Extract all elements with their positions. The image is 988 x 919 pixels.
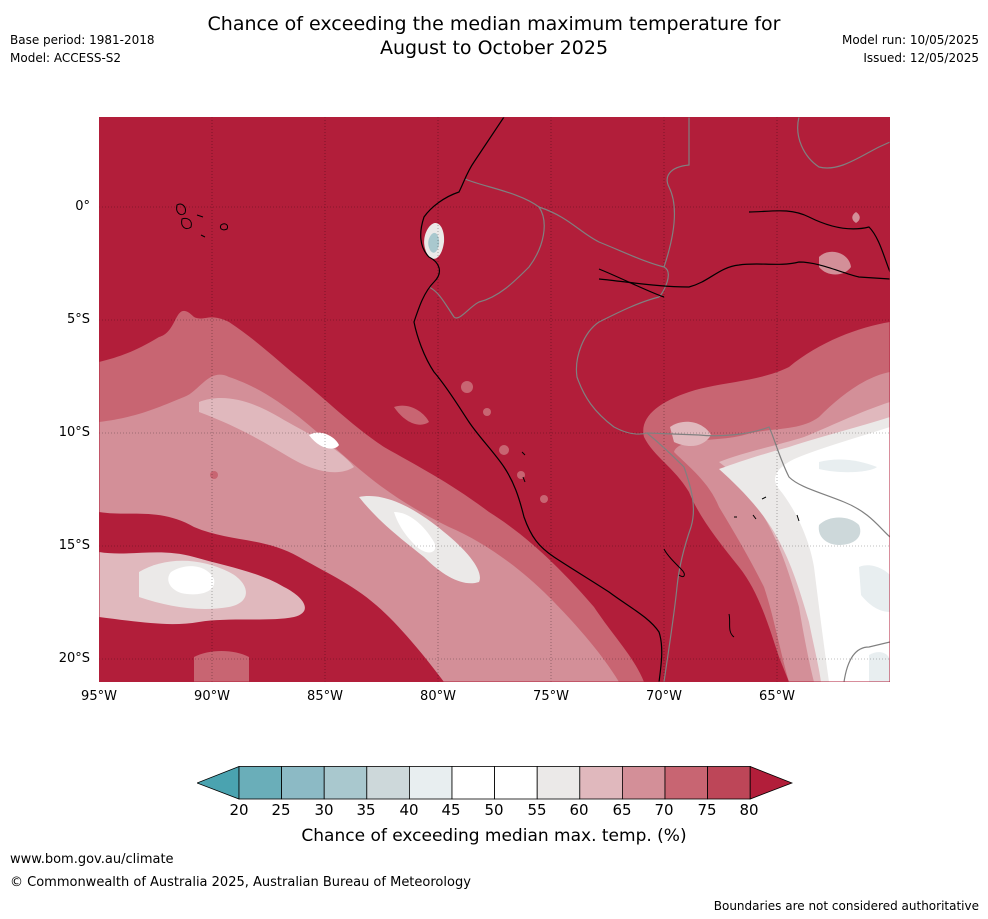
model-run: Model run: 10/05/2025: [841, 33, 979, 47]
colorbar-cell-75_80: [707, 766, 751, 800]
colorbar-extend-low: [197, 766, 240, 800]
coastline: [413, 117, 890, 682]
lon-label-70w: 70°W: [646, 689, 682, 704]
colorbar-cell-35_40: [366, 766, 410, 800]
colorbar-cell-60_65: [579, 766, 623, 800]
base-period: Base period: 1981-2018: [10, 33, 155, 47]
colorbar-tick-20: 20: [229, 801, 249, 819]
colorbar-cell-20_25: [238, 766, 282, 800]
colorbar-tick-40: 40: [399, 801, 419, 819]
footer-note: Boundaries are not considered authoritat…: [713, 899, 979, 913]
lat-label-0: 0°: [75, 199, 90, 214]
footer-copyright: © Commonwealth of Australia 2025, Austra…: [10, 875, 471, 890]
colorbar-cell-70_75: [664, 766, 708, 800]
map-area: [99, 117, 890, 682]
ocean-cool-tongue: [99, 310, 644, 682]
lon-label-65w: 65°W: [759, 689, 795, 704]
colorbar-cell-30_35: [323, 766, 368, 800]
colorbar-tick-70: 70: [654, 801, 674, 819]
meta-left: Base period: 1981-2018 Model: ACCESS-S2: [10, 31, 155, 67]
colorbar-cell-40_45: [408, 766, 453, 800]
lon-label-80w: 80°W: [420, 689, 456, 704]
colorbar-cell-65_70: [621, 766, 666, 800]
colorbar-title: Chance of exceeding median max. temp. (%…: [301, 826, 687, 846]
colorbar-tick-55: 55: [527, 801, 547, 819]
islands: [176, 203, 800, 638]
colorbar-cell-55_60: [536, 766, 581, 800]
issued-date: Issued: 12/05/2025: [863, 51, 979, 65]
lat-label-5s: 5°S: [66, 312, 90, 327]
country-borders: [428, 117, 890, 682]
colorbar-tick-80: 80: [739, 801, 759, 819]
colorbar-cell-50_55: [494, 766, 538, 800]
colorbar-tick-45: 45: [441, 801, 461, 819]
colorbar-tick-30: 30: [314, 801, 334, 819]
meta-right: Model run: 10/05/2025 Issued: 12/05/2025: [842, 31, 979, 67]
coastal-cool-spot: [424, 222, 445, 259]
colorbar-tick-25: 25: [271, 801, 291, 819]
lon-label-95w: 95°W: [81, 689, 117, 704]
model-name: Model: ACCESS-S2: [10, 51, 122, 65]
page-title: Chance of exceeding the median maximum t…: [0, 12, 988, 60]
colorbar-cell-25_30: [281, 766, 325, 800]
interior-cool-region: [643, 212, 890, 682]
lat-label-10s: 10°S: [58, 425, 90, 440]
title-line-2: August to October 2025: [379, 37, 609, 59]
footer-url: www.bom.gov.au/climate: [10, 852, 174, 867]
colorbar: [197, 766, 793, 800]
colorbar-tick-60: 60: [569, 801, 589, 819]
title-line-1: Chance of exceeding the median maximum t…: [207, 13, 781, 35]
colorbar-cell-45_50: [451, 766, 495, 800]
small-anomalies: [210, 381, 548, 503]
lat-label-15s: 15°S: [58, 538, 90, 553]
colorbar-extend-high: [749, 766, 793, 800]
graticule: [99, 117, 890, 682]
colorbar-tick-75: 75: [697, 801, 717, 819]
lon-label-75w: 75°W: [533, 689, 569, 704]
lon-label-90w: 90°W: [194, 689, 230, 704]
lat-label-20s: 20°S: [58, 651, 90, 666]
colorbar-tick-35: 35: [356, 801, 376, 819]
lon-label-85w: 85°W: [307, 689, 343, 704]
colorbar-tick-50: 50: [484, 801, 504, 819]
colorbar-tick-65: 65: [612, 801, 632, 819]
